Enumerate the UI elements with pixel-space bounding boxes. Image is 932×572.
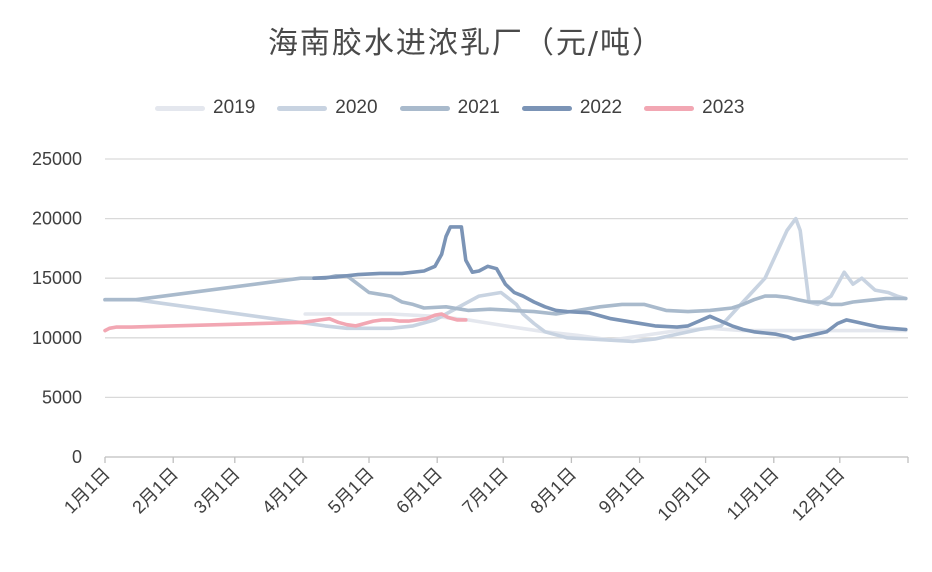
series-line-2023 xyxy=(103,312,468,333)
x-tick-label: 8月1日 xyxy=(526,464,580,518)
x-tick-label: 1月1日 xyxy=(60,464,114,518)
legend-item-2019: 2019 xyxy=(155,97,255,119)
legend-label: 2021 xyxy=(457,97,500,118)
x-tick-label: 9月1日 xyxy=(595,464,649,518)
x-tick-label: 4月1日 xyxy=(258,464,312,518)
legend-item-2023: 2023 xyxy=(644,97,744,119)
y-tick-label: 5000 xyxy=(42,387,82,407)
legend-item-2022: 2022 xyxy=(521,97,623,119)
x-tick-label: 11月1日 xyxy=(723,464,783,524)
series-line-2020 xyxy=(103,216,908,344)
legend-label: 2020 xyxy=(335,97,378,118)
y-tick-label: 25000 xyxy=(32,149,82,169)
legend-swatch xyxy=(644,105,695,111)
legend-label: 2023 xyxy=(702,97,745,118)
x-tick-label: 7月1日 xyxy=(458,464,512,518)
legend-swatch xyxy=(399,105,450,111)
x-tick-label: 12月1日 xyxy=(788,464,849,525)
x-tick-label: 10月1日 xyxy=(654,464,715,525)
legend-item-2020: 2020 xyxy=(277,97,378,119)
series-line-2022 xyxy=(312,225,908,341)
series-line-2019 xyxy=(303,312,908,342)
legend-item-2021: 2021 xyxy=(399,97,500,119)
legend-swatch xyxy=(155,105,205,111)
legend-swatch xyxy=(521,105,572,111)
y-tick-label: 0 xyxy=(72,447,82,467)
legend-label: 2022 xyxy=(579,97,623,118)
legend: 2019 2020 2021 2022 2023 xyxy=(155,96,766,120)
x-tick-label: 3月1日 xyxy=(190,464,244,518)
legend-swatch xyxy=(277,105,328,111)
y-tick-label: 20000 xyxy=(32,209,82,229)
series-line-2021 xyxy=(103,274,908,316)
y-tick-label: 15000 xyxy=(32,268,82,288)
x-tick-label: 2月1日 xyxy=(128,464,182,518)
x-tick-label: 6月1日 xyxy=(392,464,446,518)
legend-label: 2019 xyxy=(213,97,256,118)
x-tick-label: 5月1日 xyxy=(324,464,378,518)
chart-title: 海南胶水进浓乳厂（元/吨） xyxy=(267,26,665,61)
y-tick-label: 10000 xyxy=(32,328,82,348)
